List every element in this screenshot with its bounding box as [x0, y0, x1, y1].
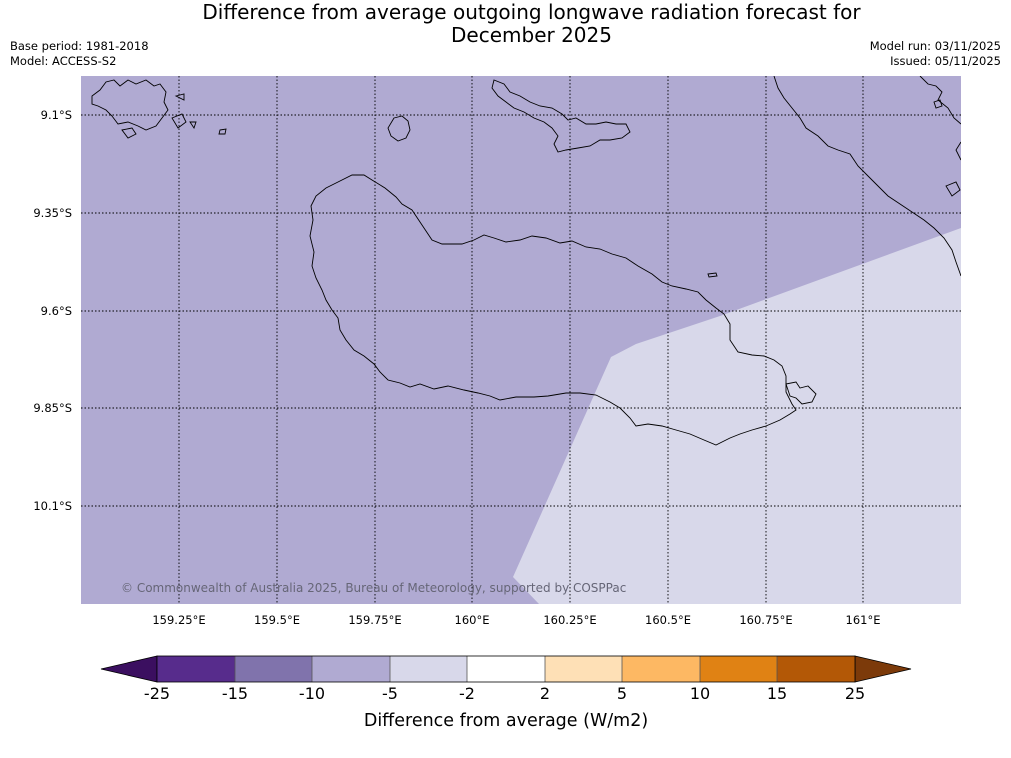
- colorbar-segment-6: [545, 656, 622, 682]
- lat-label-3: 9.6°S: [41, 304, 72, 318]
- colorbar-tick-2: -15: [222, 684, 248, 703]
- colorbar-segment-9: [777, 656, 855, 682]
- lat-label-1: 9.1°S: [41, 108, 72, 122]
- coastline-russell: [91, 79, 169, 131]
- colorbar-segment-1: [157, 656, 235, 682]
- chart-title: Difference from average outgoing longwav…: [0, 1, 1011, 47]
- issued-date: Issued: 05/11/2025: [890, 54, 1001, 68]
- meta-left: Base period: 1981-2018 Model: ACCESS-S2: [10, 39, 149, 69]
- colorbar-tick-4: -5: [382, 684, 398, 703]
- coastline-malaita-east: [955, 141, 961, 161]
- coastline-malaita-north: [919, 76, 961, 125]
- model-name: Model: ACCESS-S2: [10, 54, 117, 68]
- colorbar-tick-3: -10: [299, 684, 325, 703]
- coastline-savo: [387, 115, 411, 142]
- latitude-labels: 9.1°S 9.35°S 9.6°S 9.85°S 10.1°S: [33, 108, 72, 513]
- meta-right: Model run: 03/11/2025 Issued: 05/11/2025: [870, 39, 1001, 69]
- lon-label-2: 159.5°E: [254, 613, 300, 627]
- coastlines: [91, 76, 961, 446]
- graticule: [81, 76, 961, 604]
- coastline-east-tip: [785, 381, 817, 405]
- colorbar-segment-7: [622, 656, 700, 682]
- colorbar-tick-9: 15: [767, 684, 787, 703]
- model-run: Model run: 03/11/2025: [869, 39, 1001, 53]
- title-line-2: December 2025: [451, 23, 612, 47]
- colorbar-tick-8: 10: [690, 684, 710, 703]
- coastline-russell-small-5: [218, 128, 227, 135]
- lon-label-5: 160.25°E: [543, 613, 596, 627]
- region-slight-below: [513, 228, 961, 604]
- lon-label-4: 160°E: [455, 613, 490, 627]
- colorbar-tick-6: 2: [540, 684, 550, 703]
- colorbar-segment-4: [390, 656, 467, 682]
- colorbar-segment-5: [467, 656, 545, 682]
- colorbar-over-arrow: [854, 655, 912, 683]
- coastline-malaita-islet-2: [945, 181, 961, 197]
- colorbar-segment-8: [700, 656, 777, 682]
- lon-label-6: 160.5°E: [645, 613, 691, 627]
- lat-label-2: 9.35°S: [33, 206, 72, 220]
- lon-label-1: 159.25°E: [152, 613, 205, 627]
- colorbar-under-arrow: [100, 655, 158, 683]
- colorbar: -25 -15 -10 -5 -2 2 5 10 15 25 Differenc…: [100, 655, 912, 731]
- lon-label-8: 161°E: [846, 613, 881, 627]
- lat-label-5: 10.1°S: [33, 499, 72, 513]
- copyright-notice: © Commonwealth of Australia 2025, Bureau…: [121, 581, 626, 595]
- colorbar-tick-10: 25: [845, 684, 865, 703]
- coastline-russell-small-1: [121, 127, 137, 139]
- coastline-islet: [707, 272, 718, 278]
- coastline-guadalcanal: [309, 174, 797, 446]
- colorbar-title: Difference from average (W/m2): [364, 711, 648, 731]
- colorbar-segment-2: [235, 656, 312, 682]
- colorbar-tick-5: -2: [459, 684, 475, 703]
- title-line-1: Difference from average outgoing longwav…: [202, 0, 861, 24]
- colorbar-segment-3: [312, 656, 390, 682]
- longitude-labels: 159.25°E 159.5°E 159.75°E 160°E 160.25°E…: [152, 613, 880, 627]
- base-period: Base period: 1981-2018: [10, 39, 149, 53]
- lon-label-3: 159.75°E: [348, 613, 401, 627]
- coastline-malaita-islet: [933, 99, 943, 109]
- lon-label-7: 160.75°E: [739, 613, 792, 627]
- coastline-russell-small-3: [174, 93, 185, 101]
- colorbar-tick-7: 5: [617, 684, 627, 703]
- colorbar-tick-1: -25: [144, 684, 170, 703]
- coastline-russell-small-4: [189, 121, 197, 130]
- lat-label-4: 9.85°S: [33, 401, 72, 415]
